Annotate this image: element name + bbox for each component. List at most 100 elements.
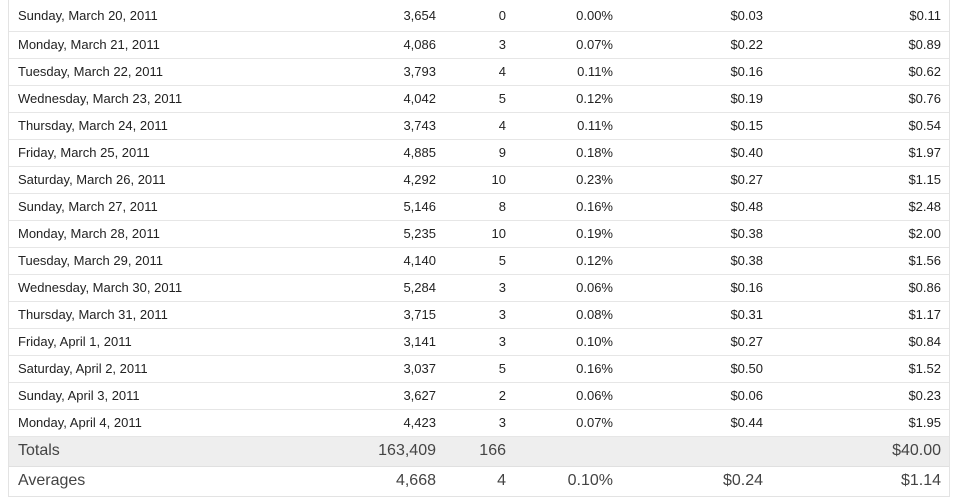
earnings-cell: $2.00 bbox=[763, 220, 949, 248]
page-views-cell: 3,654 bbox=[219, 0, 436, 32]
page-views-cell: 4,086 bbox=[219, 31, 436, 59]
averages-cpc: $0.24 bbox=[613, 466, 763, 496]
page-views-cell: 5,146 bbox=[219, 193, 436, 221]
date-cell: Wednesday, March 30, 2011 bbox=[9, 274, 219, 302]
clicks-cell: 3 bbox=[436, 301, 506, 329]
clicks-cell: 3 bbox=[436, 409, 506, 437]
clicks-cell: 0 bbox=[436, 0, 506, 32]
date-cell: Saturday, April 2, 2011 bbox=[9, 355, 219, 383]
summary-rows: Totals 163,409 166 $40.00 Averages 4,668… bbox=[9, 436, 949, 496]
page-views-cell: 4,423 bbox=[219, 409, 436, 437]
ctr-cell: 0.11% bbox=[506, 58, 613, 86]
date-cell: Sunday, April 3, 2011 bbox=[9, 382, 219, 410]
table-row: Wednesday, March 23, 2011 4,042 5 0.12% … bbox=[9, 85, 949, 113]
clicks-cell: 5 bbox=[436, 247, 506, 275]
clicks-cell: 10 bbox=[436, 220, 506, 248]
date-cell: Tuesday, March 22, 2011 bbox=[9, 58, 219, 86]
page-views-cell: 3,627 bbox=[219, 382, 436, 410]
cpc-cell: $0.40 bbox=[613, 139, 763, 167]
cpc-cell: $0.38 bbox=[613, 247, 763, 275]
ctr-cell: 0.18% bbox=[506, 139, 613, 167]
date-cell: Wednesday, March 23, 2011 bbox=[9, 85, 219, 113]
cpc-cell: $0.03 bbox=[613, 0, 763, 32]
clicks-cell: 3 bbox=[436, 31, 506, 59]
daily-rows: Sunday, March 20, 2011 3,654 0 0.00% $0.… bbox=[9, 0, 949, 437]
date-cell: Thursday, March 24, 2011 bbox=[9, 112, 219, 140]
ctr-cell: 0.08% bbox=[506, 301, 613, 329]
ctr-cell: 0.23% bbox=[506, 166, 613, 194]
table-row: Sunday, March 27, 2011 5,146 8 0.16% $0.… bbox=[9, 193, 949, 221]
earnings-cell: $0.23 bbox=[763, 382, 949, 410]
table-row: Wednesday, March 30, 2011 5,284 3 0.06% … bbox=[9, 274, 949, 302]
totals-cpc bbox=[613, 436, 763, 467]
ctr-cell: 0.12% bbox=[506, 247, 613, 275]
date-cell: Tuesday, March 29, 2011 bbox=[9, 247, 219, 275]
ctr-cell: 0.00% bbox=[506, 0, 613, 32]
date-cell: Monday, April 4, 2011 bbox=[9, 409, 219, 437]
averages-row: Averages 4,668 4 0.10% $0.24 $1.14 bbox=[9, 466, 949, 496]
table-row: Thursday, March 31, 2011 3,715 3 0.08% $… bbox=[9, 301, 949, 329]
cpc-cell: $0.48 bbox=[613, 193, 763, 221]
table-row: Saturday, April 2, 2011 3,037 5 0.16% $0… bbox=[9, 355, 949, 383]
table-row: Thursday, March 24, 2011 3,743 4 0.11% $… bbox=[9, 112, 949, 140]
earnings-cell: $0.76 bbox=[763, 85, 949, 113]
ctr-cell: 0.10% bbox=[506, 328, 613, 356]
totals-clicks: 166 bbox=[436, 436, 506, 467]
date-cell: Sunday, March 27, 2011 bbox=[9, 193, 219, 221]
ctr-cell: 0.06% bbox=[506, 274, 613, 302]
earnings-cell: $1.97 bbox=[763, 139, 949, 167]
cpc-cell: $0.06 bbox=[613, 382, 763, 410]
cpc-cell: $0.16 bbox=[613, 58, 763, 86]
ctr-cell: 0.07% bbox=[506, 31, 613, 59]
table-row: Tuesday, March 22, 2011 3,793 4 0.11% $0… bbox=[9, 58, 949, 86]
earnings-cell: $1.15 bbox=[763, 166, 949, 194]
averages-page-views: 4,668 bbox=[219, 466, 436, 496]
earnings-cell: $0.84 bbox=[763, 328, 949, 356]
table-row: Tuesday, March 29, 2011 4,140 5 0.12% $0… bbox=[9, 247, 949, 275]
date-cell: Saturday, March 26, 2011 bbox=[9, 166, 219, 194]
earnings-cell: $1.56 bbox=[763, 247, 949, 275]
totals-earnings: $40.00 bbox=[763, 436, 949, 467]
clicks-cell: 9 bbox=[436, 139, 506, 167]
cpc-cell: $0.16 bbox=[613, 274, 763, 302]
earnings-report: Sunday, March 20, 2011 3,654 0 0.00% $0.… bbox=[8, 0, 950, 497]
averages-clicks: 4 bbox=[436, 466, 506, 496]
totals-ctr bbox=[506, 436, 613, 467]
averages-earnings: $1.14 bbox=[763, 466, 949, 496]
ctr-cell: 0.06% bbox=[506, 382, 613, 410]
earnings-cell: $1.52 bbox=[763, 355, 949, 383]
page-views-cell: 5,284 bbox=[219, 274, 436, 302]
ctr-cell: 0.12% bbox=[506, 85, 613, 113]
page-views-cell: 5,235 bbox=[219, 220, 436, 248]
clicks-cell: 3 bbox=[436, 328, 506, 356]
table-row: Monday, March 28, 2011 5,235 10 0.19% $0… bbox=[9, 220, 949, 248]
clicks-cell: 2 bbox=[436, 382, 506, 410]
earnings-table: Sunday, March 20, 2011 3,654 0 0.00% $0.… bbox=[9, 0, 949, 496]
cpc-cell: $0.27 bbox=[613, 166, 763, 194]
ctr-cell: 0.11% bbox=[506, 112, 613, 140]
averages-label: Averages bbox=[9, 466, 219, 496]
cpc-cell: $0.27 bbox=[613, 328, 763, 356]
table-row: Sunday, March 20, 2011 3,654 0 0.00% $0.… bbox=[9, 0, 949, 32]
totals-row: Totals 163,409 166 $40.00 bbox=[9, 436, 949, 467]
cpc-cell: $0.15 bbox=[613, 112, 763, 140]
ctr-cell: 0.19% bbox=[506, 220, 613, 248]
table-row: Friday, March 25, 2011 4,885 9 0.18% $0.… bbox=[9, 139, 949, 167]
date-cell: Sunday, March 20, 2011 bbox=[9, 0, 219, 32]
table-row: Monday, April 4, 2011 4,423 3 0.07% $0.4… bbox=[9, 409, 949, 437]
date-cell: Monday, March 21, 2011 bbox=[9, 31, 219, 59]
page-views-cell: 3,037 bbox=[219, 355, 436, 383]
cpc-cell: $0.50 bbox=[613, 355, 763, 383]
ctr-cell: 0.07% bbox=[506, 409, 613, 437]
date-cell: Friday, March 25, 2011 bbox=[9, 139, 219, 167]
page-views-cell: 3,715 bbox=[219, 301, 436, 329]
earnings-cell: $1.17 bbox=[763, 301, 949, 329]
date-cell: Thursday, March 31, 2011 bbox=[9, 301, 219, 329]
totals-label: Totals bbox=[9, 436, 219, 467]
cpc-cell: $0.19 bbox=[613, 85, 763, 113]
table-row: Saturday, March 26, 2011 4,292 10 0.23% … bbox=[9, 166, 949, 194]
clicks-cell: 4 bbox=[436, 112, 506, 140]
clicks-cell: 5 bbox=[436, 85, 506, 113]
page-views-cell: 4,292 bbox=[219, 166, 436, 194]
clicks-cell: 8 bbox=[436, 193, 506, 221]
